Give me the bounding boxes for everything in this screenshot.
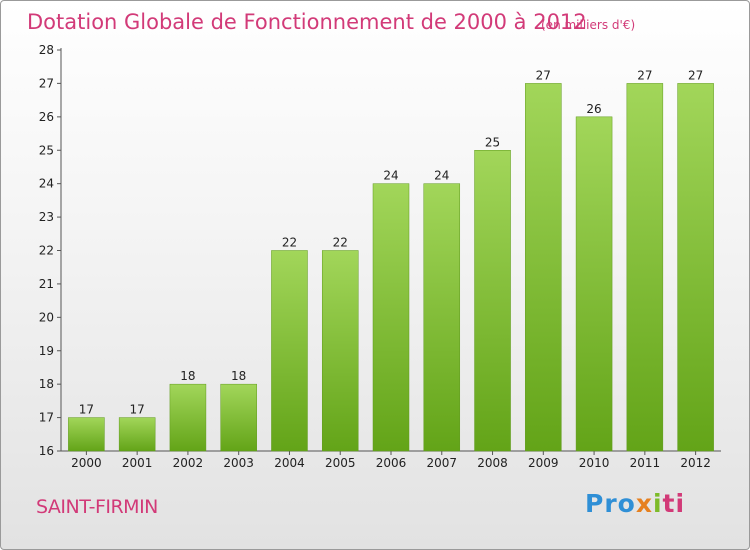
data-label-2000: 17 bbox=[79, 403, 94, 417]
data-label-2005: 22 bbox=[333, 236, 348, 250]
x-tick-label-2002: 2002 bbox=[173, 456, 204, 470]
x-tick-label-2007: 2007 bbox=[426, 456, 457, 470]
logo-part-4: ti bbox=[662, 489, 686, 518]
x-tick-label-2005: 2005 bbox=[325, 456, 356, 470]
logo-part-3: i bbox=[652, 489, 663, 518]
y-tick-label: 28 bbox=[39, 43, 54, 57]
city-name: SAINT-FIRMIN bbox=[36, 496, 158, 518]
bar-2001 bbox=[118, 417, 156, 452]
y-tick-label: 18 bbox=[39, 377, 54, 391]
x-tick-label-2009: 2009 bbox=[528, 456, 559, 470]
data-label-2002: 18 bbox=[180, 369, 195, 383]
bar-2006 bbox=[372, 183, 410, 452]
x-tick-label-2004: 2004 bbox=[274, 456, 305, 470]
bar-2009 bbox=[525, 83, 562, 452]
bar-2000 bbox=[68, 417, 105, 452]
y-tick-label: 22 bbox=[39, 244, 54, 258]
y-tick-label: 24 bbox=[39, 177, 54, 191]
data-label-2001: 17 bbox=[130, 403, 145, 417]
y-tick-label: 17 bbox=[39, 411, 54, 425]
x-tick-label-2011: 2011 bbox=[630, 456, 661, 470]
bar-2008 bbox=[474, 150, 511, 452]
data-label-2009: 27 bbox=[536, 68, 551, 82]
x-tick-label-2003: 2003 bbox=[223, 456, 254, 470]
chart-subtitle: (en milliers d'€) bbox=[541, 18, 635, 32]
y-tick-label: 27 bbox=[39, 76, 54, 90]
x-tick-label-2000: 2000 bbox=[71, 456, 102, 470]
bar-2002 bbox=[169, 383, 207, 452]
axes: 16 17 18 19 20 21 22 23 24 25 26 27 28 2000 2001 2002 20… bbox=[39, 43, 721, 470]
x-tick-label-2006: 2006 bbox=[376, 456, 407, 470]
data-label-2011: 27 bbox=[637, 68, 652, 82]
y-tick-label: 16 bbox=[39, 444, 54, 458]
logo-part-1: Pro bbox=[585, 489, 636, 518]
bar-2003 bbox=[220, 383, 257, 452]
logo-part-2: x bbox=[635, 489, 653, 518]
bar-2012 bbox=[677, 83, 714, 452]
data-label-2012: 27 bbox=[688, 68, 703, 82]
y-tick-label: 26 bbox=[39, 110, 54, 124]
data-label-2008: 25 bbox=[485, 135, 500, 149]
x-tick-label-2001: 2001 bbox=[122, 456, 153, 470]
bar-2010 bbox=[575, 116, 613, 452]
y-tick-label: 19 bbox=[39, 344, 54, 358]
x-tick-label-2012: 2012 bbox=[680, 456, 711, 470]
data-label-2007: 24 bbox=[434, 169, 449, 183]
data-label-2006: 24 bbox=[383, 169, 398, 183]
data-label-2010: 26 bbox=[586, 102, 601, 116]
y-tick-label: 21 bbox=[39, 277, 54, 291]
proxiti-logo[interactable]: Proxiti bbox=[585, 489, 685, 518]
x-tick-label-2008: 2008 bbox=[477, 456, 508, 470]
chart-title: Dotation Globale de Fonctionnement de 20… bbox=[27, 10, 587, 34]
y-tick-label: 23 bbox=[39, 210, 54, 224]
bars: 17 17 18 18 22 22 24 24 25 27 26 27 27 bbox=[68, 68, 714, 452]
y-tick-label: 20 bbox=[39, 310, 54, 324]
bar-2004 bbox=[271, 250, 308, 452]
data-label-2003: 18 bbox=[231, 369, 246, 383]
y-tick-label: 25 bbox=[39, 143, 54, 157]
bar-2007 bbox=[423, 183, 461, 452]
bar-2011 bbox=[626, 83, 664, 452]
bar-2005 bbox=[321, 250, 359, 452]
data-label-2004: 22 bbox=[282, 236, 297, 250]
x-tick-label-2010: 2010 bbox=[579, 456, 610, 470]
